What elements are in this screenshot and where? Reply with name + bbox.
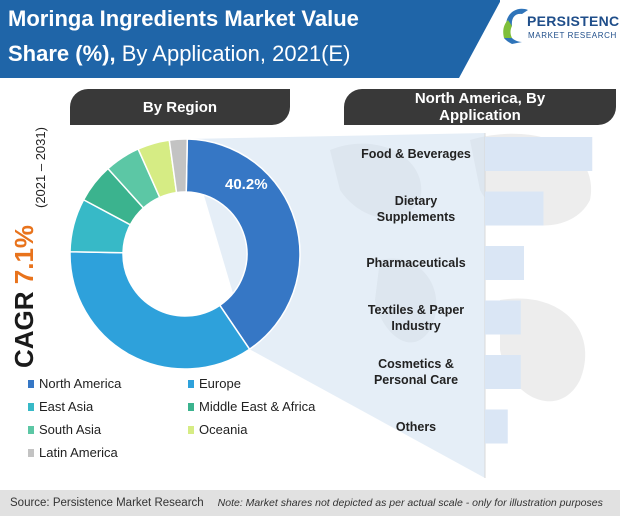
panel-header-region-label: By Region [142, 98, 218, 116]
legend-item: Latin America [28, 445, 118, 460]
logo-mark-icon [503, 8, 528, 44]
bar-cosmetics-personal-care [485, 355, 521, 389]
legend-item: Oceania [188, 422, 247, 437]
footer: Source: Persistence Market Research Note… [0, 490, 620, 516]
cagr-value: 7.1% [9, 225, 39, 284]
legend-label: East Asia [39, 399, 94, 414]
legend-item: East Asia [28, 399, 93, 414]
chart-title-line-1: Moringa Ingredients Market Value [8, 6, 359, 31]
logo-name: PERSISTENCE [527, 13, 620, 29]
title-banner: Moringa Ingredients Market Value Share (… [0, 0, 500, 78]
donut-slice-europe [69, 250, 251, 370]
cagr-label: CAGR 7.1% (2021 – 2031) [9, 127, 48, 368]
bar-dietary-supplements [485, 191, 544, 226]
logo-tagline: MARKET RESEARCH [528, 31, 617, 40]
legend-label: Latin America [39, 445, 118, 460]
bar-others [485, 409, 508, 444]
bar-category-label: Dietary Supplements [346, 193, 486, 225]
bar-category-label: Pharmaceuticals [346, 255, 486, 271]
legend-swatch [28, 379, 34, 388]
bar-category-label-line: Personal Care [373, 373, 459, 387]
legend-label: North America [39, 376, 122, 391]
bar-category-label: Others [346, 419, 486, 435]
legend-swatch [188, 379, 194, 388]
persistence-logo [503, 8, 528, 44]
donut-data-label: 40.2% [225, 176, 268, 193]
panel-header-na-label: North America, By Application [414, 90, 546, 124]
bar-category-label-line: Food & Beverages [361, 147, 471, 161]
panel-header-region: By Region [70, 89, 290, 125]
bar-category-label: Cosmetics & Personal Care [346, 356, 486, 388]
chart-title-line-2: Share (%), By Application, 2021(E) [8, 41, 350, 67]
legend-label: South Asia [39, 422, 102, 437]
footer-note: Note: Market shares not depicted as per … [217, 497, 603, 509]
bar-category-label-line: Supplements [376, 209, 456, 224]
bar-category-label-line: Others [395, 419, 437, 434]
legend-swatch [188, 425, 194, 434]
legend-item: Europe [188, 376, 241, 391]
chart-title-bold: Share (%), [8, 41, 116, 66]
bar-category-label-line: Dietary [394, 193, 438, 208]
svg-text:CAGR 7.1%: CAGR 7.1% [9, 225, 39, 368]
footer-source: Source: Persistence Market Research [10, 497, 204, 509]
region-donut-chart: 40.2% [69, 133, 485, 478]
legend-item: South Asia [28, 422, 101, 437]
legend-swatch [28, 448, 34, 457]
donut-slice-north-america [185, 138, 301, 351]
legend-item: Middle East & Africa [188, 399, 315, 414]
bar-textiles-paper-industry [485, 300, 521, 335]
bar-category-label-line: Textiles & Paper [367, 302, 465, 317]
legend-swatch [188, 402, 194, 411]
legend-label: Europe [199, 376, 241, 391]
legend-swatch [28, 425, 34, 434]
legend-label: Middle East & Africa [199, 399, 316, 414]
chart-title-rest: By Application, 2021(E) [115, 41, 351, 66]
bar-category-label-line: Industry [391, 318, 441, 333]
chart-canvas: 40.2% [69, 133, 593, 478]
bar-food-beverages [485, 137, 593, 171]
legend-item: North America [28, 376, 121, 391]
bar-pharmaceuticals [485, 246, 524, 280]
legend-label: Oceania [199, 422, 248, 437]
bar-category-label: Textiles & Paper Industry [346, 302, 486, 334]
cagr-prefix: CAGR [9, 284, 39, 368]
donut-slice-latin-america [168, 138, 189, 194]
legend-swatch [28, 402, 34, 411]
bar-category-label: Food & Beverages [346, 146, 486, 162]
cagr-range: (2021 – 2031) [33, 127, 48, 208]
bar-category-label-line: Cosmetics & [378, 357, 454, 371]
bar-category-label-line: Pharmaceuticals [366, 256, 466, 270]
panel-header-north-america: North America, By Application [344, 89, 616, 125]
application-bar-chart [484, 133, 593, 478]
